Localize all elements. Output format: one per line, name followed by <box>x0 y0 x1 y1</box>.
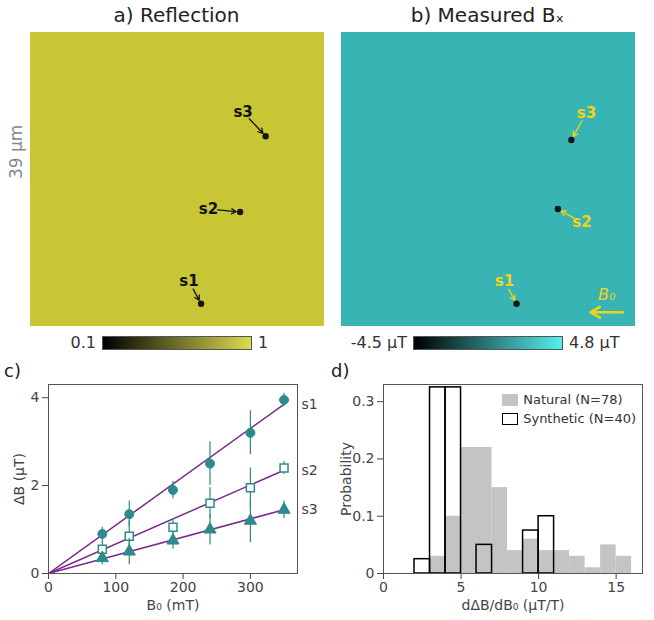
svg-text:0.3: 0.3 <box>352 393 374 409</box>
svg-text:39 µm: 39 µm <box>6 125 26 179</box>
html-text:1: 1 <box>258 333 269 352</box>
svg-text:dΔB/dB₀ (µT/T): dΔB/dB₀ (µT/T) <box>462 597 565 613</box>
svg-text:s2: s2 <box>199 200 218 218</box>
svg-text:4: 4 <box>31 389 40 405</box>
svg-text:ΔB (µT): ΔB (µT) <box>11 453 27 505</box>
svg-text:s1: s1 <box>495 272 514 290</box>
svg-text:0.1: 0.1 <box>352 508 374 524</box>
svg-text:0: 0 <box>44 579 53 595</box>
svg-text:s3: s3 <box>302 501 318 517</box>
svg-text:0.2: 0.2 <box>352 450 374 466</box>
svg-text:300: 300 <box>237 579 264 595</box>
svg-text:5: 5 <box>457 579 466 595</box>
svg-text:B₀ (mT): B₀ (mT) <box>147 597 200 613</box>
svg-text:Probability: Probability <box>338 442 354 516</box>
svg-text:0: 0 <box>379 579 388 595</box>
svg-text:s2: s2 <box>572 213 591 231</box>
svg-text:s3: s3 <box>577 104 596 122</box>
html-text:0.1: 0.1 <box>70 333 96 352</box>
html-text:a) Reflection: a) Reflection <box>113 3 240 27</box>
svg-text:0: 0 <box>366 565 375 581</box>
html-text:-4.5 µT: -4.5 µT <box>350 333 407 352</box>
svg-text:0: 0 <box>31 565 40 581</box>
svg-text:200: 200 <box>170 579 197 595</box>
svg-text:100: 100 <box>102 579 129 595</box>
html-text:c): c) <box>4 360 21 381</box>
html-text:4.8 µT: 4.8 µT <box>569 333 620 352</box>
svg-text:s1: s1 <box>302 396 318 412</box>
html-text:Synthetic (N=40): Synthetic (N=40) <box>523 411 636 426</box>
svg-text:s1: s1 <box>179 272 198 290</box>
svg-text:2: 2 <box>31 477 40 493</box>
svg-text:10: 10 <box>530 579 548 595</box>
svg-text:s3: s3 <box>233 103 252 121</box>
html-text:d): d) <box>331 360 350 381</box>
html-text:b) Measured Bₓ: b) Measured Bₓ <box>410 3 565 27</box>
svg-text:s2: s2 <box>302 462 318 478</box>
svg-text:15: 15 <box>607 579 625 595</box>
svg-text:B₀: B₀ <box>598 285 616 304</box>
html-text:Natural (N=78): Natural (N=78) <box>523 392 623 407</box>
